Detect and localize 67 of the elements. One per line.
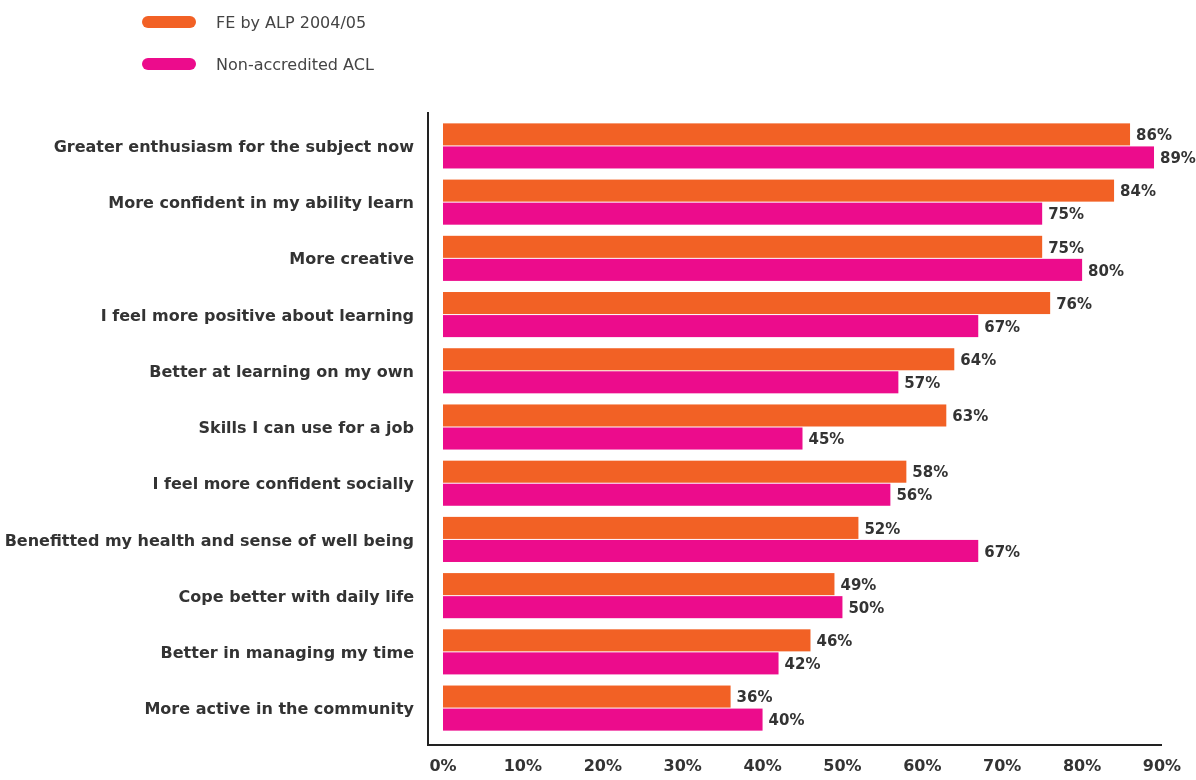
bar <box>443 315 979 338</box>
data-label: 42% <box>784 655 821 674</box>
data-label: 89% <box>1160 149 1196 168</box>
data-label: 75% <box>1048 205 1085 224</box>
bar <box>443 460 907 483</box>
data-label: 57% <box>904 374 941 393</box>
data-label: 56% <box>896 486 933 505</box>
x-tick-label: 70% <box>983 756 1022 775</box>
x-tick-label: 50% <box>823 756 862 775</box>
bar <box>443 371 899 394</box>
data-label: 76% <box>1056 294 1093 313</box>
data-label: 86% <box>1136 126 1172 145</box>
data-label: 64% <box>960 351 997 370</box>
bar <box>443 202 1043 225</box>
x-tick-label: 80% <box>1062 756 1102 775</box>
bar <box>443 516 859 539</box>
bar <box>443 596 843 619</box>
bar <box>443 348 955 371</box>
bar <box>443 629 811 652</box>
x-tick-label: 60% <box>903 756 942 775</box>
y-tick-label: Skills I can use for a job <box>198 418 414 438</box>
legend-label: Non-accredited ACL <box>216 54 374 74</box>
bar <box>443 123 1131 146</box>
x-tick-label: 40% <box>743 756 782 775</box>
bar <box>443 179 1115 202</box>
legend-label: FE by ALP 2004/05 <box>216 12 367 32</box>
data-label: 52% <box>864 519 901 538</box>
x-tick-label: 90% <box>1142 756 1182 775</box>
bar <box>443 483 891 506</box>
bar <box>443 258 1083 281</box>
y-tick-label: More active in the community <box>144 699 415 719</box>
data-label: 50% <box>848 598 885 617</box>
bar <box>443 652 779 675</box>
y-tick-label: I feel more confident socially <box>152 474 415 494</box>
data-label: 58% <box>912 463 949 482</box>
bar <box>443 292 1051 315</box>
y-tick-label: Benefitted my health and sense of well being <box>4 530 414 550</box>
y-tick-label: Better in managing my time <box>160 642 415 662</box>
data-label: 40% <box>768 711 805 730</box>
bar <box>443 708 763 731</box>
bar <box>443 573 835 596</box>
x-tick-label: 0% <box>429 756 457 775</box>
data-label: 63% <box>952 407 989 426</box>
data-label: 45% <box>808 430 845 449</box>
data-label: 36% <box>736 688 773 707</box>
y-tick-label: More creative <box>289 249 415 269</box>
y-tick-label: More confident in my ability learn <box>108 193 414 213</box>
y-tick-label: Greater enthusiasm for the subject now <box>53 137 415 157</box>
y-tick-label: Cope better with daily life <box>178 586 415 606</box>
data-label: 80% <box>1088 261 1125 280</box>
data-label: 67% <box>984 542 1021 561</box>
y-tick-label: I feel more positive about learning <box>100 305 414 325</box>
bar <box>443 685 731 708</box>
y-tick-label: Better at learning on my own <box>149 361 414 381</box>
bar <box>443 539 979 562</box>
data-label: 46% <box>816 632 853 651</box>
data-label: 49% <box>840 575 877 594</box>
bar <box>443 404 947 427</box>
x-tick-label: 10% <box>503 756 543 775</box>
x-tick-label: 20% <box>583 756 622 775</box>
bar <box>443 146 1155 169</box>
data-label: 75% <box>1048 238 1085 257</box>
x-tick-label: 30% <box>663 756 702 775</box>
data-label: 84% <box>1120 182 1156 201</box>
data-label: 67% <box>984 317 1021 336</box>
bar <box>443 427 803 450</box>
bar <box>443 235 1043 258</box>
